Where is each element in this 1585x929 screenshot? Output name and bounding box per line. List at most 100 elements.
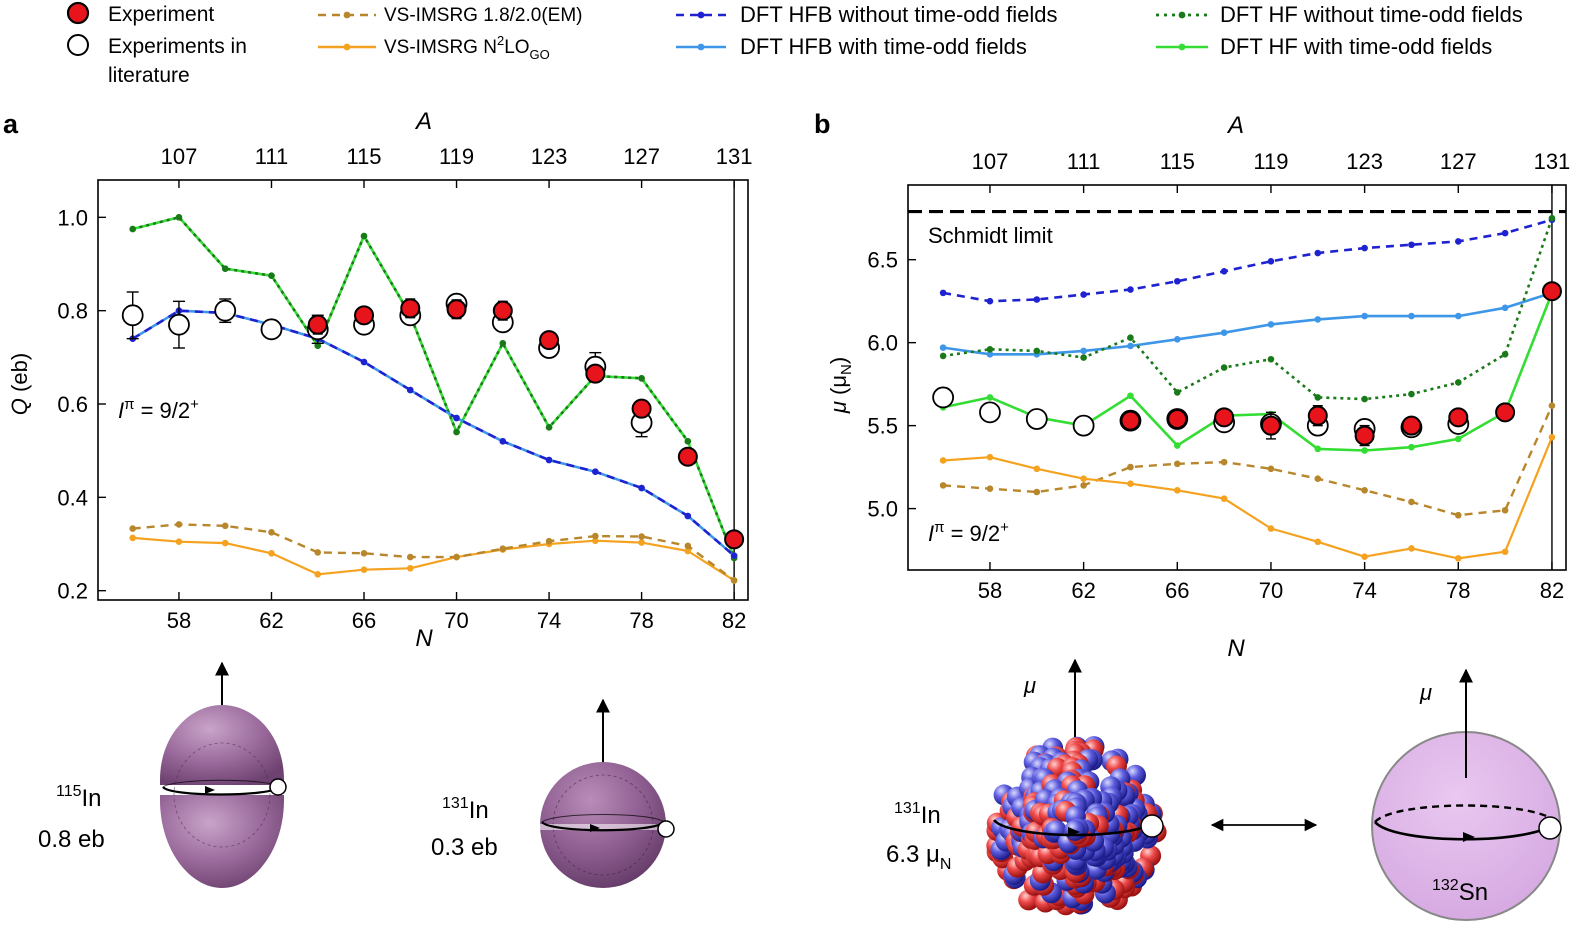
orbit-back bbox=[541, 814, 665, 823]
series-point-hfb-odd bbox=[986, 350, 994, 358]
legend-label: VS-IMSRG N2LOGO bbox=[384, 33, 550, 62]
x-tick-label: 78 bbox=[1446, 578, 1470, 603]
experiment-point bbox=[1541, 281, 1562, 302]
x-tick-label: 58 bbox=[167, 608, 191, 633]
experiment-point bbox=[677, 446, 698, 467]
legend-label: DFT HFB without time-odd fields bbox=[740, 2, 1057, 27]
series-point-hfb-odd bbox=[1454, 312, 1462, 320]
series-point-hfb-noodd bbox=[1454, 238, 1462, 245]
series-point-hf-noodd bbox=[360, 232, 368, 240]
panel-letter: a bbox=[3, 109, 19, 139]
legend-item-vsn2lo[interactable]: VS-IMSRG N2LOGO bbox=[318, 33, 550, 62]
series-point-hf-noodd bbox=[1033, 347, 1041, 355]
legend-item-vs18[interactable]: VS-IMSRG 1.8/2.0(EM) bbox=[318, 5, 583, 26]
series-point-hf-odd bbox=[1454, 435, 1462, 443]
top-tick-label: 115 bbox=[1160, 149, 1195, 174]
nucleon-icon bbox=[269, 778, 287, 796]
experiment-point bbox=[1307, 405, 1328, 426]
series-point-hfb-odd bbox=[1501, 304, 1509, 312]
series-point-vs18 bbox=[986, 485, 994, 492]
spin-label: Iπ = 9/2+ bbox=[928, 519, 1009, 546]
y-tick-label: 5.0 bbox=[867, 497, 898, 522]
y-tick-label: 6.5 bbox=[867, 248, 898, 273]
experiment-point bbox=[631, 398, 652, 419]
series-line-vsn2lo bbox=[132, 536, 735, 582]
series-point-vs18 bbox=[1548, 402, 1556, 410]
series-point-vsn2lo bbox=[406, 564, 414, 572]
series-point-hf-noodd bbox=[1408, 390, 1415, 398]
x-tick-label: 62 bbox=[1071, 578, 1095, 603]
series-point-hfb-noodd bbox=[1173, 277, 1181, 285]
experiment-point bbox=[1260, 415, 1281, 436]
y-axis-title: μ (μN) bbox=[826, 357, 855, 414]
x-tick-label: 58 bbox=[978, 578, 1002, 603]
literature-point bbox=[979, 401, 1001, 424]
series-point-vs18 bbox=[1454, 511, 1462, 519]
legend-label: DFT HF with time-odd fields bbox=[1220, 34, 1492, 59]
isotope-label: 132Sn bbox=[1432, 877, 1488, 906]
series-point-hfb-odd bbox=[1408, 312, 1415, 320]
panel-letter: b bbox=[814, 109, 831, 139]
x-tick-label: 82 bbox=[722, 608, 746, 633]
series-point-vsn2lo bbox=[1361, 553, 1368, 561]
inner-sphere-outline bbox=[173, 742, 271, 848]
y-tick-label: 0.8 bbox=[57, 299, 88, 324]
top-tick-label: 123 bbox=[531, 144, 568, 169]
series-point-hf-noodd bbox=[1454, 379, 1462, 386]
series-point-hf-noodd bbox=[453, 428, 460, 436]
legend-item-literature[interactable]: Experiments in literature bbox=[67, 34, 247, 87]
legend-item-hfb-noodd[interactable]: DFT HFB without time-odd fields bbox=[676, 2, 1057, 27]
series-point-hfb-noodd bbox=[1220, 267, 1228, 275]
top-tick-label: 127 bbox=[1440, 149, 1477, 174]
series-point-vs18 bbox=[1127, 463, 1134, 471]
series-point-hf-noodd bbox=[939, 352, 947, 360]
experiment-point bbox=[1120, 410, 1141, 431]
panel-a: a A N Q (eb) Iπ = 9/2+ 58 107 62 111 66 115 70… bbox=[3, 108, 752, 652]
legend-item-hf-noodd[interactable]: DFT HF without time-odd fields bbox=[1156, 2, 1523, 27]
series-point-hf-noodd bbox=[1548, 214, 1556, 222]
series-point-vsn2lo bbox=[268, 550, 275, 557]
series-point-vs18 bbox=[268, 529, 275, 536]
series-point-hf-noodd bbox=[1173, 389, 1181, 396]
series-point-hfb-noodd bbox=[592, 468, 599, 475]
spin-label: Iπ = 9/2+ bbox=[118, 396, 199, 423]
series-point-vsn2lo bbox=[129, 534, 136, 542]
y-tick-label: 5.5 bbox=[867, 414, 898, 439]
experiment-point bbox=[585, 363, 606, 384]
panel-b: b A N μ (μN) Iπ = 9/2+ 58 107 62 111 66 115 70… bbox=[814, 109, 1570, 662]
experiment-point bbox=[307, 314, 328, 335]
nucleus-131in-magnetic: μ 131In 6.3 μN bbox=[886, 658, 1167, 916]
series-point-hf-odd bbox=[1408, 443, 1415, 451]
series-point-vsn2lo bbox=[684, 547, 692, 555]
series-point-vs18 bbox=[129, 525, 136, 532]
experiment-point bbox=[1401, 415, 1422, 436]
series-point-vsn2lo bbox=[592, 537, 599, 545]
series-line-vsn2lo bbox=[943, 436, 1554, 560]
series-point-hf-noodd bbox=[545, 424, 553, 431]
series-point-vsn2lo bbox=[175, 538, 183, 545]
series-point-vs18 bbox=[360, 550, 368, 557]
series-point-vs18 bbox=[545, 537, 553, 545]
legend-item-hfb-odd[interactable]: DFT HFB with time-odd fields bbox=[676, 34, 1027, 59]
legend-label: DFT HFB with time-odd fields bbox=[740, 34, 1027, 59]
series-point-vs18 bbox=[939, 482, 947, 489]
nucleon-cluster-icon bbox=[986, 736, 1167, 916]
plot-frame bbox=[97, 179, 749, 601]
series-point-vsn2lo bbox=[1173, 487, 1181, 494]
series-point-hfb-odd bbox=[1267, 321, 1275, 328]
series-point-hf-noodd bbox=[221, 265, 229, 272]
series-point-hfb-noodd bbox=[730, 552, 738, 559]
top-tick-label: 127 bbox=[623, 144, 660, 169]
hfb-odd-dot-icon bbox=[697, 43, 705, 51]
legend-item-hf-odd[interactable]: DFT HF with time-odd fields bbox=[1156, 34, 1492, 59]
top-tick-label: 119 bbox=[1253, 149, 1288, 174]
series-point-hf-noodd bbox=[1220, 364, 1228, 371]
vs18-dot-icon bbox=[343, 11, 351, 19]
legend-item-experiment[interactable]: Experiment bbox=[66, 1, 214, 26]
series-point-hfb-noodd bbox=[1127, 286, 1134, 293]
experiment-marker-icon bbox=[66, 1, 90, 25]
series-point-vsn2lo bbox=[1220, 495, 1228, 502]
top-tick-label: 111 bbox=[1067, 149, 1100, 174]
series-point-vs18 bbox=[406, 553, 414, 561]
